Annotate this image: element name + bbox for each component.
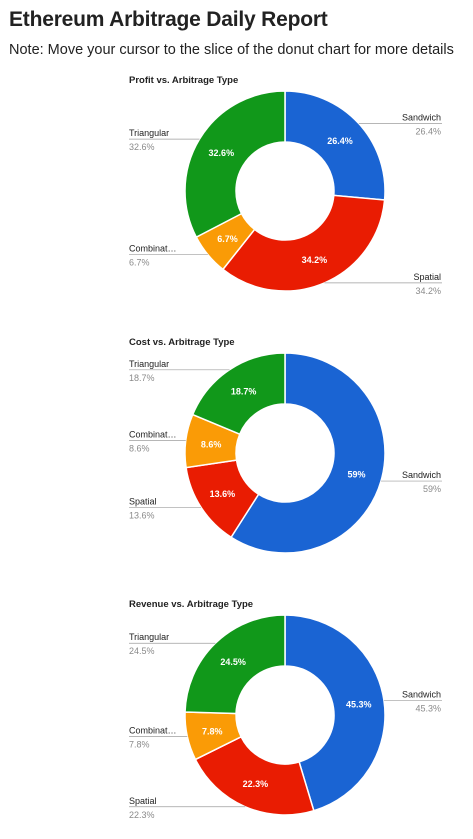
legend-label: Sandwich	[402, 113, 441, 123]
page-title: Ethereum Arbitrage Daily Report	[9, 8, 328, 31]
slice-percent-label: 59%	[347, 469, 365, 479]
revenue-donut-chart[interactable]: 45.3% 22.3% 7.8% 24.5% Sandwich 45.3% Spatial 2…	[0, 599, 473, 831]
slice-percent-label: 7.8%	[202, 726, 223, 736]
slice-percent-label: 18.7%	[231, 387, 257, 397]
legend-percent: 32.6%	[129, 142, 155, 152]
cost-donut-chart[interactable]: 59% 13.6% 8.6% 18.7% Sandwich 59% Spatial 13.6%…	[0, 337, 473, 577]
slice-percent-label: 26.4%	[327, 136, 353, 146]
donut-slice-triangular[interactable]	[191, 352, 286, 436]
legend-percent: 7.8%	[129, 739, 150, 749]
donut-slice-sandwich[interactable]	[284, 90, 386, 201]
legend-label: Sandwich	[402, 470, 441, 480]
slice-percent-label: 13.6%	[210, 489, 236, 499]
profit-chart: Profit vs. Arbitrage Type 26.4% 34.2% 6.7%…	[0, 75, 473, 325]
legend-label: Spatial	[129, 496, 157, 506]
legend-percent: 34.2%	[415, 286, 441, 296]
legend-percent: 45.3%	[415, 703, 441, 713]
slice-percent-label: 34.2%	[302, 255, 328, 265]
legend-label: Combinat…	[129, 244, 177, 254]
slice-percent-label: 24.5%	[220, 657, 246, 667]
legend-label: Triangular	[129, 359, 169, 369]
slice-percent-label: 8.6%	[201, 439, 222, 449]
legend-label: Spatial	[129, 796, 157, 806]
slice-percent-label: 6.7%	[217, 234, 238, 244]
donut-slice-spatial[interactable]	[221, 194, 386, 292]
legend-label: Sandwich	[402, 689, 441, 699]
legend-percent: 24.5%	[129, 646, 155, 656]
legend-label: Triangular	[129, 128, 169, 138]
slice-percent-label: 32.6%	[209, 148, 235, 158]
legend-percent: 8.6%	[129, 444, 150, 454]
donut-slice-triangular[interactable]	[184, 614, 286, 715]
legend-percent: 59%	[423, 484, 441, 494]
page-note: Note: Move your cursor to the slice of t…	[9, 42, 454, 58]
legend-label: Combinat…	[129, 430, 177, 440]
slice-percent-label: 22.3%	[243, 779, 269, 789]
donut-slice-sandwich[interactable]	[284, 614, 386, 812]
legend-label: Combinat…	[129, 725, 177, 735]
chart-title: Profit vs. Arbitrage Type	[129, 75, 239, 86]
legend-percent: 26.4%	[415, 127, 441, 137]
legend-percent: 6.7%	[129, 258, 150, 268]
donut-slice-sandwich[interactable]	[230, 352, 386, 554]
legend-percent: 13.6%	[129, 510, 155, 520]
legend-label: Spatial	[413, 272, 441, 282]
legend-percent: 22.3%	[129, 810, 155, 820]
legend-label: Triangular	[129, 632, 169, 642]
chart-title: Cost vs. Arbitrage Type	[129, 337, 235, 348]
profit-donut-chart[interactable]: 26.4% 34.2% 6.7% 32.6% Sandwich 26.4% Spatial 3…	[0, 75, 473, 315]
legend-percent: 18.7%	[129, 373, 155, 383]
cost-chart: Cost vs. Arbitrage Type 59% 13.6% 8.6% 18.7…	[0, 337, 473, 587]
donut-slice-triangular[interactable]	[184, 90, 286, 239]
revenue-chart: Revenue vs. Arbitrage Type 45.3% 22.3% 7.8…	[0, 599, 473, 839]
donut-slice-spatial[interactable]	[194, 735, 315, 816]
slice-percent-label: 45.3%	[346, 700, 372, 710]
chart-title: Revenue vs. Arbitrage Type	[129, 599, 254, 610]
